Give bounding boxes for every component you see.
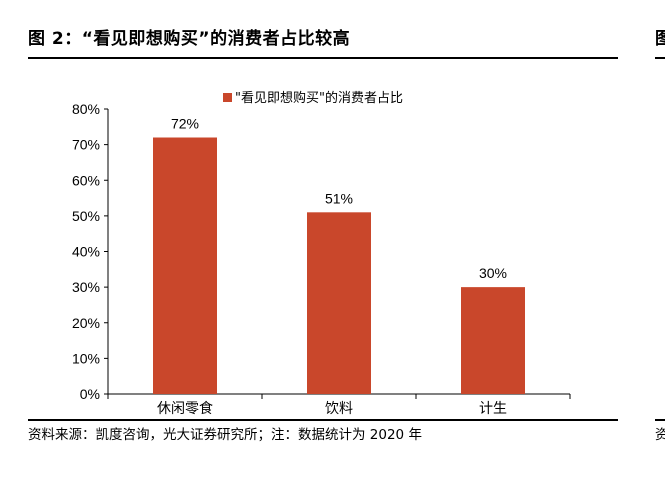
bar: [307, 212, 371, 394]
bar: [461, 287, 525, 394]
data-label: 30%: [479, 265, 507, 281]
next-title-rule: [655, 57, 665, 59]
y-tick-label: 80%: [72, 101, 100, 117]
bars: 72% 休闲零食 51% 饮料 30% 计生: [153, 116, 525, 417]
legend: "看见即想购买"的消费者占比: [223, 90, 403, 106]
bar: [153, 137, 217, 394]
next-figure-title-fragment: 图: [655, 29, 665, 49]
y-tick-label: 0%: [80, 386, 100, 402]
legend-label: "看见即想购买"的消费者占比: [235, 90, 403, 106]
source-rule: [28, 419, 618, 421]
y-tick-label: 60%: [72, 172, 100, 188]
source-note: 资料来源：凯度咨询，光大证券研究所；注：数据统计为 2020 年: [28, 427, 422, 443]
x-tick-label: 计生: [479, 401, 507, 417]
legend-swatch: [223, 93, 232, 102]
figure-title: 图 2：“看见即想购买”的消费者占比较高: [28, 29, 351, 49]
title-rule: [28, 57, 618, 59]
y-tick-label: 20%: [72, 315, 100, 331]
next-source-rule: [655, 419, 665, 421]
data-label: 72%: [171, 116, 199, 132]
next-source-fragment: 资: [655, 427, 665, 443]
y-tick-label: 30%: [72, 279, 100, 295]
x-tick-label: 休闲零食: [157, 400, 213, 417]
data-label: 51%: [325, 190, 353, 206]
y-tick-label: 70%: [72, 137, 100, 153]
x-tick-label: 饮料: [325, 401, 353, 417]
y-tick-label: 40%: [72, 244, 100, 260]
y-tick-label: 50%: [72, 208, 100, 224]
y-tick-label: 10%: [72, 350, 100, 366]
